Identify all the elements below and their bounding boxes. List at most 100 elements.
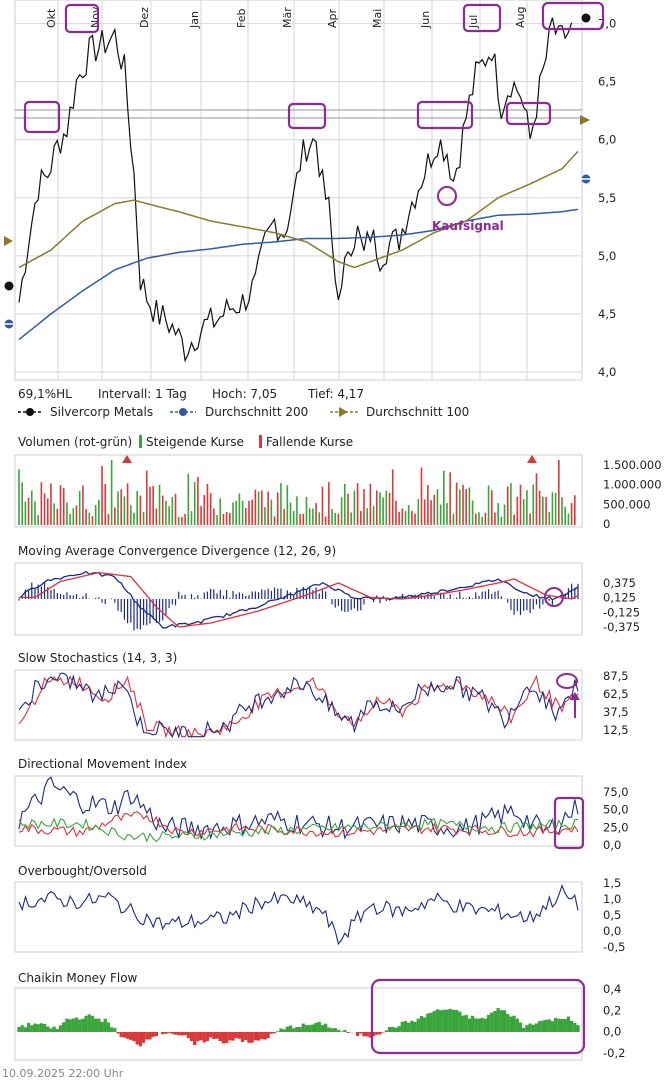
- obos-series: [18, 884, 579, 946]
- volume-bar: [558, 460, 560, 525]
- volume-bar: [340, 497, 343, 525]
- dmi-panel: Directional Movement Index 75,0 50,0 25,0 0…: [14, 757, 629, 852]
- volume-bar: [372, 505, 375, 525]
- volume-bar: [526, 490, 528, 525]
- volume-bar: [312, 508, 314, 525]
- volume-overflow-arrow: [122, 455, 132, 463]
- macd-annotation-circle: [544, 587, 564, 607]
- volume-bar: [181, 516, 183, 525]
- volume-bar: [117, 491, 119, 525]
- stochastics-y-axis: 87,5 62,5 37,5 12,5: [603, 669, 629, 737]
- volume-bar: [500, 516, 503, 525]
- volume-bar: [78, 491, 81, 525]
- tick-label: 0,2: [603, 1003, 621, 1017]
- volume-bar: [532, 484, 535, 525]
- volume-bar: [286, 485, 289, 525]
- volume-bar: [120, 489, 123, 525]
- stoch-k-line: [18, 672, 579, 739]
- annotation-box: [23, 100, 61, 134]
- tick-label: 62,5: [603, 687, 629, 701]
- chaikin-title: Chaikin Money Flow: [18, 971, 138, 985]
- volume-bar: [296, 496, 298, 525]
- dmi-y-axis: 75,0 50,0 25,0 0,0: [603, 785, 629, 852]
- volume-bars: [18, 460, 576, 525]
- volume-panel-border: [14, 454, 583, 528]
- volume-bar: [56, 508, 59, 525]
- volume-bar: [315, 503, 317, 525]
- obos-title: Overbought/Oversold: [18, 864, 147, 878]
- high-label: Hoch: 7,05: [212, 387, 277, 401]
- volume-bar: [324, 516, 327, 525]
- month-label: Aug: [514, 7, 527, 28]
- month-label: Apr: [326, 8, 339, 28]
- legend-swatch-up: [139, 435, 142, 448]
- stochastics-arrow-head: [570, 692, 580, 700]
- macd-title: Moving Average Convergence Divergence (1…: [18, 544, 336, 558]
- volume-bar: [471, 500, 474, 525]
- volume-bar: [104, 483, 107, 525]
- obos-panel-border: [14, 881, 583, 953]
- volume-bar: [462, 484, 464, 525]
- volume-bar: [510, 482, 512, 525]
- volume-bar: [503, 504, 506, 525]
- volume-bar: [171, 497, 174, 525]
- price-tick-label: 4,5: [598, 307, 616, 321]
- sma100-end-marker: [580, 115, 590, 125]
- volume-bar: [427, 485, 429, 525]
- volume-bar: [267, 491, 269, 525]
- obos-line: [18, 884, 579, 946]
- volume-bar: [75, 505, 78, 525]
- month-labels: Okt Nov Dez Jan Feb Mär Apr Mai Jun Jul Aug: [45, 6, 527, 29]
- annotation-box: [416, 100, 474, 130]
- volume-bar: [27, 497, 30, 525]
- volume-bar: [423, 499, 426, 525]
- volume-bar: [50, 483, 52, 525]
- volume-bar: [395, 500, 397, 525]
- volume-bar: [359, 510, 362, 525]
- tick-label: 0,375: [603, 576, 636, 590]
- volume-bar: [276, 492, 279, 525]
- volume-bar: [446, 503, 448, 525]
- volume-bar: [487, 485, 490, 525]
- obos-y-axis: 1,5 1,0 0,5 0,0 -0,5: [603, 876, 625, 954]
- volume-bar: [168, 506, 170, 525]
- tick-label: 0,4: [603, 982, 621, 996]
- tick-label: 0,0: [603, 838, 621, 852]
- volume-bar: [548, 512, 551, 525]
- volume-bar: [344, 483, 346, 525]
- month-label: Jan: [188, 11, 201, 29]
- price-grid: [15, 0, 582, 380]
- volume-bar: [318, 512, 321, 525]
- volume-bar: [219, 498, 222, 525]
- volume-bar: [98, 499, 100, 525]
- volume-bar: [292, 511, 295, 525]
- volume-bar: [375, 490, 378, 525]
- macd-series: [18, 570, 579, 631]
- volume-bar: [197, 477, 199, 525]
- volume-bar: [203, 494, 206, 525]
- volume-bar: [401, 508, 404, 525]
- volume-bar: [66, 502, 68, 525]
- volume-bar: [130, 505, 132, 525]
- volume-bar: [238, 493, 241, 525]
- volume-bar: [388, 492, 391, 525]
- month-label: Mai: [371, 9, 384, 28]
- price-legend: Silvercorp Metals Durchschnitt 200 Durch…: [18, 405, 469, 419]
- kaufsignal-label: Kaufsignal: [432, 219, 504, 233]
- volume-bar: [62, 487, 65, 525]
- plus-di-line: [18, 817, 579, 843]
- chaikin-series: [17, 1008, 580, 1047]
- volume-bar: [490, 490, 493, 525]
- volume-bar: [155, 508, 158, 525]
- volume-bar: [382, 497, 384, 525]
- volume-bar: [257, 491, 260, 525]
- annotation-box: [505, 101, 552, 126]
- volume-bar: [158, 484, 161, 525]
- volume-bar: [481, 516, 483, 525]
- volume-bar: [200, 506, 202, 525]
- volume-bar: [142, 512, 145, 525]
- volume-legend-up: Steigende Kurse: [146, 435, 244, 449]
- volume-bar: [369, 483, 372, 525]
- volume-bar: [353, 490, 356, 525]
